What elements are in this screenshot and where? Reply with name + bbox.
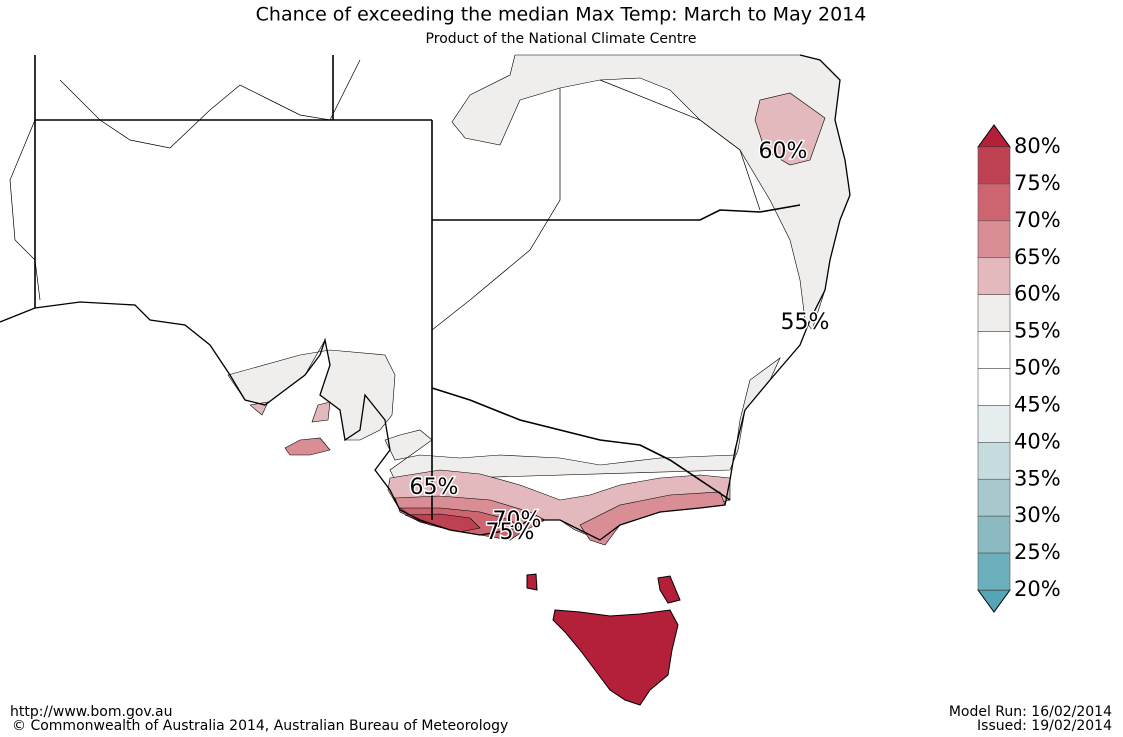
footer-url: http://www.bom.gov.au: [10, 704, 173, 720]
colorbar-label: 20%: [1014, 577, 1061, 601]
title: Chance of exceeding the median Max Temp:…: [256, 4, 867, 26]
colorbar-segment: [977, 515, 1011, 554]
colorbar-segment: [977, 331, 1011, 369]
map: [0, 54, 851, 706]
boundary: [9, 59, 761, 331]
colorbar: 80% 75% 70% 65% 60% 55% 50% 45% 40% 35% 30% 25% 20%: [977, 124, 1061, 613]
colorbar-segment: [977, 405, 1011, 443]
colorbar-segment: [977, 183, 1011, 222]
colorbar-label: 55%: [1014, 319, 1061, 343]
colorbar-label: 75%: [1014, 171, 1061, 195]
colorbar-segment: [977, 478, 1011, 517]
region-75-80: [404, 513, 481, 533]
colorbar-label: 25%: [1014, 540, 1061, 564]
tasmania: [552, 609, 679, 706]
colorbar-arrow: [977, 589, 1011, 613]
subtitle: Product of the National Climate Centre: [426, 31, 697, 47]
colorbar-label: 50%: [1014, 356, 1061, 380]
colorbar-label: 60%: [1014, 282, 1061, 306]
region-55-60: [227, 339, 396, 441]
state-border: [34, 55, 801, 520]
contour-label: 60%: [759, 139, 808, 164]
colorbar-segment: [977, 294, 1011, 332]
colorbar-segment: [977, 552, 1011, 591]
contour-label: 75%: [486, 520, 535, 545]
colorbar-label: 70%: [1014, 208, 1061, 232]
region-65-70: [284, 437, 331, 456]
colorbar-label: 30%: [1014, 503, 1061, 527]
colorbar-label: 80%: [1014, 134, 1061, 158]
model-run: Model Run: 16/02/2014: [949, 704, 1112, 720]
footer-copyright: © Commonwealth of Australia 2014, Austra…: [12, 718, 508, 734]
colorbar-segment: [977, 257, 1011, 295]
region-60-65: [754, 92, 826, 166]
coastline: [0, 54, 851, 541]
colorbar-segment: [977, 220, 1011, 259]
contour-label: 70%: [493, 508, 542, 533]
colorbar-segment: [977, 146, 1011, 185]
colorbar-label: 65%: [1014, 245, 1061, 269]
colorbar-label: 35%: [1014, 466, 1061, 490]
island: [526, 573, 681, 604]
region-55-60: [384, 357, 781, 481]
colorbar-arrow: [977, 124, 1011, 148]
colorbar-segment: [977, 368, 1011, 406]
issued: Issued: 19/02/2014: [977, 718, 1112, 734]
colorbar-label: 45%: [1014, 392, 1061, 416]
contour-label: 65%: [410, 475, 459, 500]
region-60-65: [249, 401, 331, 423]
colorbar-segment: [977, 442, 1011, 480]
colorbar-label: 40%: [1014, 429, 1061, 453]
contour-label: 55%: [781, 310, 830, 335]
